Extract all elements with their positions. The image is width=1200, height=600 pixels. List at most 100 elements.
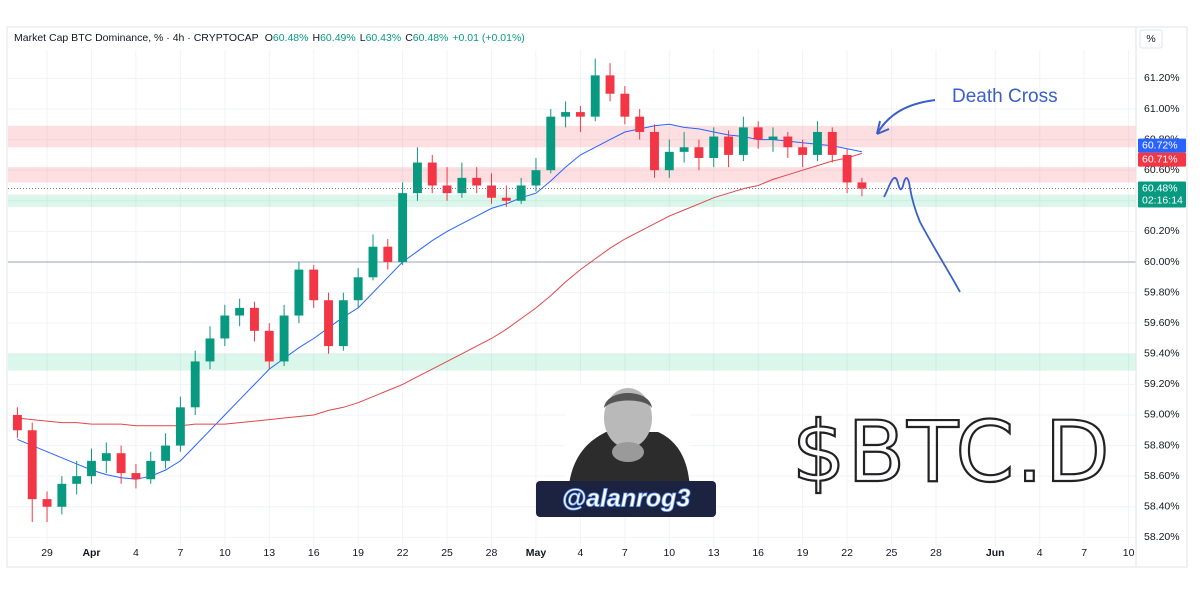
change: +0.01 (+0.01%) (452, 32, 524, 44)
candle-body (235, 307, 245, 316)
x-tick-label: 10 (663, 547, 675, 559)
x-tick-label: 25 (886, 547, 898, 559)
x-tick-label: 25 (441, 547, 453, 559)
candle-body (27, 430, 37, 500)
candle-body (857, 182, 867, 189)
candle-body (368, 246, 378, 278)
x-tick-label: 19 (352, 547, 364, 559)
x-tick-label: 28 (930, 547, 942, 559)
candle-body (738, 127, 748, 155)
y-tick-label: 61.00% (1144, 103, 1180, 115)
candle-body (620, 93, 630, 117)
x-tick-label: Apr (82, 547, 100, 559)
x-tick-label: Jun (986, 547, 1005, 559)
price-label-box (1138, 181, 1186, 208)
ohlc-value: 60.43% (366, 32, 402, 44)
x-tick-label: 13 (708, 547, 720, 559)
candle-body (161, 445, 171, 461)
price-label: 60.71% (1142, 153, 1178, 165)
ohlc-key: H (313, 32, 321, 44)
candle-body (813, 131, 822, 155)
candle-body (87, 460, 96, 477)
ohlc-value: 60.48% (413, 32, 449, 44)
x-tick-label: 10 (219, 547, 231, 559)
x-tick-label: 13 (263, 547, 275, 559)
x-tick-label: 22 (397, 547, 409, 559)
y-tick-label: 60.60% (1144, 164, 1180, 176)
plot-under (8, 50, 1136, 547)
candle-body (590, 75, 600, 117)
candle-body (531, 170, 541, 186)
price-label: 60.72% (1142, 139, 1178, 151)
x-tick-label: 10 (1123, 547, 1135, 559)
scale-box (1139, 29, 1163, 49)
candle-body (12, 414, 22, 431)
y-tick-label: 58.60% (1144, 470, 1180, 482)
candle-body (175, 407, 185, 446)
candle-body (101, 453, 111, 461)
x-tick-label: 7 (1081, 547, 1087, 559)
candle-body (57, 483, 67, 507)
ticker-note: $BTC.D (792, 403, 1112, 501)
arrow (876, 99, 936, 135)
candle-body (309, 269, 319, 301)
candle-body (146, 460, 156, 480)
candle-body (442, 185, 452, 194)
candle-body (264, 330, 274, 362)
candle-body (561, 112, 571, 117)
y-tick-label: 61.20% (1144, 72, 1180, 84)
candle-body (412, 162, 422, 194)
candle-body (768, 136, 778, 140)
photo-hands (612, 442, 644, 462)
x-tick-label: 4 (577, 547, 583, 559)
candle-body (605, 75, 615, 94)
candle-body (294, 269, 304, 316)
projection (883, 177, 961, 293)
candle-body (709, 136, 719, 158)
scale-unit: % (1146, 33, 1155, 45)
x-tick-label: 22 (841, 547, 853, 559)
candle-body (383, 246, 393, 262)
ohlc-key: C (405, 32, 413, 44)
candle-body (279, 315, 289, 362)
candle-body (753, 127, 763, 140)
y-tick-label: 58.80% (1144, 439, 1180, 451)
y-tick-label: 58.40% (1144, 501, 1180, 513)
candle-body (798, 147, 808, 155)
ohlc-value: 60.48% (273, 32, 309, 44)
price-label: 60.48% (1142, 182, 1178, 194)
candle-body (724, 136, 734, 155)
photo-hair (604, 393, 652, 408)
candle-body (398, 193, 408, 262)
x-tick-label: 29 (41, 547, 53, 559)
candle-body (546, 116, 556, 171)
candle-body (220, 315, 230, 339)
x-tick-label: 28 (486, 547, 498, 559)
death-cross-note: Death Cross (952, 86, 1058, 107)
handle-banner (536, 481, 716, 517)
candle-body (783, 136, 793, 148)
zone (8, 353, 1136, 371)
x-tick-label: 19 (797, 547, 809, 559)
candle-body (72, 476, 82, 484)
ohlc-key: L (360, 32, 366, 44)
candle-body (472, 177, 482, 186)
candle-body (338, 300, 348, 347)
x-tick-label: May (526, 547, 547, 559)
candle-body (131, 473, 141, 480)
header-title: Market Cap BTC Dominance, % · 4h · CRYPT… (14, 32, 259, 44)
candle-body (501, 197, 511, 201)
ohlc-value: 60.49% (320, 32, 356, 44)
candle-body (42, 499, 52, 507)
candle-body (427, 162, 437, 186)
candle-body (457, 177, 467, 194)
y-tick-label: 60.00% (1144, 256, 1180, 268)
candle-body (516, 185, 526, 201)
photo-body (568, 432, 690, 495)
candle-body (664, 151, 674, 171)
candle-body (353, 277, 363, 301)
y-tick-label: 59.80% (1144, 286, 1180, 298)
x-tick-label: 4 (1037, 547, 1043, 559)
zone (8, 167, 1136, 183)
